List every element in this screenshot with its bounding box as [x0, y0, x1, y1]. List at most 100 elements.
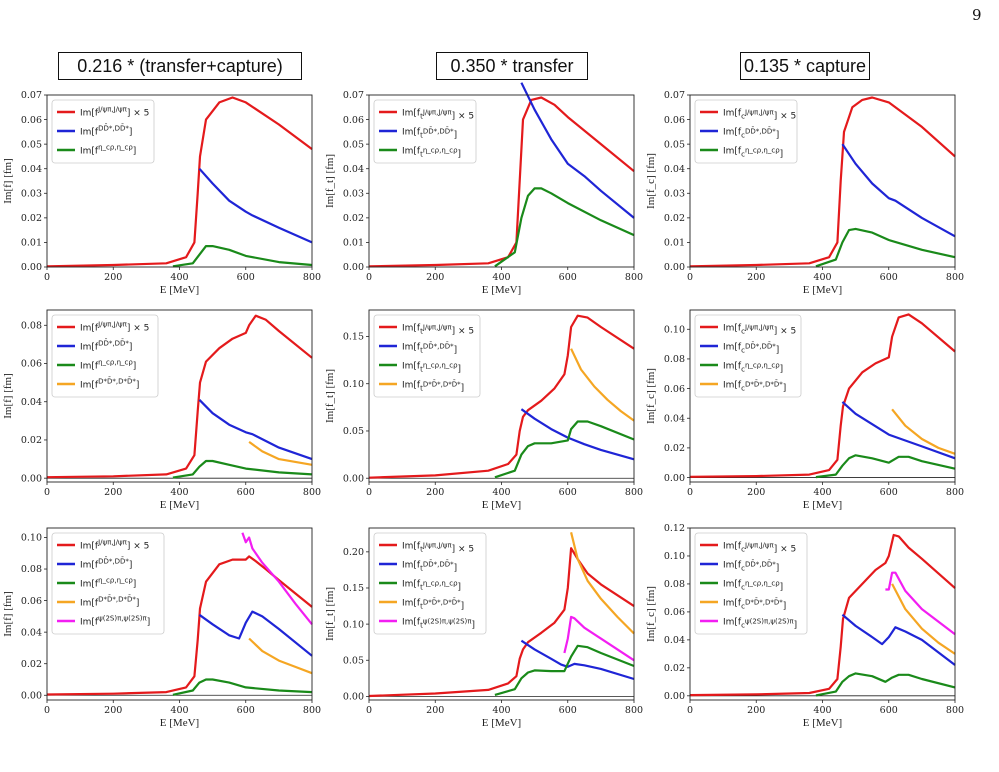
x-tick-label: 200 [104, 487, 122, 498]
series-line-red [689, 96, 956, 268]
x-tick-label: 200 [747, 487, 765, 498]
series-line-green [815, 227, 956, 268]
y-tick-label: 0.00 [21, 262, 42, 273]
legend-label: Im[fDD̄*,DD̄*] [80, 556, 132, 570]
series-line-blue [520, 408, 635, 461]
series-line-green [494, 644, 635, 696]
x-tick-label: 200 [747, 272, 765, 283]
chart-panel-9: 0 200 400 600 800 0.00 0.02 0.04 0.06 0.08 0.10 0.1… [645, 523, 964, 729]
legend-box [51, 314, 159, 398]
legend-label: Im[fη_cρ,η_cρ] [80, 144, 136, 157]
y-axis-label: Im[f_c] [fm] [645, 153, 657, 209]
y-tick-label: 0.08 [664, 354, 685, 365]
y-tick-label: 0.04 [21, 164, 42, 175]
y-tick-label: 0.02 [21, 213, 42, 224]
x-tick-label: 800 [946, 272, 964, 283]
x-tick-label: 0 [687, 487, 693, 498]
y-axis-label: Im[f_t] [fm] [324, 587, 336, 641]
x-axis-label: E [MeV] [803, 499, 842, 511]
legend-label: Im[fcη_cρ,η_cρ] [723, 147, 783, 160]
y-tick-label: 0.03 [343, 188, 364, 199]
x-tick-label: 0 [366, 705, 372, 716]
legend-label: Im[fcψ(2S)π,ψ(2S)π] [723, 618, 797, 631]
y-tick-label: 0.06 [343, 115, 364, 126]
legend-label: Im[fψ(2S)π,ψ(2S)π] [80, 615, 150, 628]
x-tick-label: 600 [559, 272, 577, 283]
y-tick-label: 0.05 [343, 139, 364, 150]
legend-label: Im[ftJ/ψπ,J/ψπ] × 5 [402, 542, 474, 555]
legend-label: Im[ftDD̄*,DD̄*] [402, 126, 457, 140]
series-line-red [689, 533, 956, 697]
legend-label: Im[fJ/ψπ,J/ψπ] × 5 [80, 321, 149, 334]
legend-box [373, 99, 477, 164]
legend-label: Im[fD*D̄*,D*D̄*] [80, 594, 139, 608]
y-tick-label: 0.06 [664, 115, 685, 126]
series-line-red [46, 96, 313, 268]
legend-label: Im[ftDD̄*,DD̄*] [402, 341, 457, 355]
legend-label: Im[fcJ/ψπ,J/ψπ] × 5 [723, 109, 796, 122]
legend-label: Im[fcD*D̄*,D*D̄*] [723, 379, 786, 393]
chart-panel-3: 0 200 400 600 800 0.00 0.01 0.02 0.03 0.04 0.05 0.0… [645, 90, 964, 296]
legend-label: Im[fD*D̄*,D*D̄*] [80, 376, 139, 390]
x-tick-label: 400 [813, 705, 831, 716]
x-tick-label: 600 [880, 272, 898, 283]
y-tick-label: 0.00 [343, 692, 364, 703]
y-tick-label: 0.00 [664, 691, 685, 702]
x-tick-label: 600 [237, 272, 255, 283]
y-tick-label: 0.00 [664, 262, 685, 273]
x-tick-label: 800 [303, 705, 321, 716]
legend-label: Im[ftη_cρ,η_cρ] [402, 580, 461, 593]
legend-label: Im[fJ/ψπ,J/ψπ] × 5 [80, 539, 149, 552]
chart-panel-1: 0 200 400 600 800 0.00 0.01 0.02 0.03 0.04 0.05 0.0… [2, 90, 321, 296]
series-line-orange [570, 532, 635, 635]
series-line-blue [198, 167, 313, 244]
series-line-orange [891, 408, 956, 455]
series-line-blue [841, 143, 956, 238]
x-tick-label: 0 [44, 272, 50, 283]
x-tick-label: 800 [625, 272, 643, 283]
y-tick-label: 0.04 [21, 627, 42, 638]
legend-label: Im[fDD̄*,DD̄*] [80, 338, 132, 352]
x-tick-label: 400 [492, 705, 510, 716]
y-tick-label: 0.06 [21, 359, 42, 370]
x-axis-label: E [MeV] [482, 717, 521, 729]
y-tick-label: 0.06 [664, 384, 685, 395]
y-tick-label: 0.05 [343, 426, 364, 437]
y-tick-label: 0.00 [21, 473, 42, 484]
series-line-red [46, 555, 313, 696]
y-axis-label: Im[f_t] [fm] [324, 154, 336, 208]
x-tick-label: 400 [170, 487, 188, 498]
y-tick-label: 0.04 [664, 413, 685, 424]
series-line-red [689, 313, 956, 478]
series-line-blue [520, 82, 635, 219]
y-tick-label: 0.05 [664, 139, 685, 150]
legend-label: Im[fJ/ψπ,J/ψπ] × 5 [80, 106, 149, 119]
y-tick-label: 0.04 [664, 635, 685, 646]
y-tick-label: 0.06 [21, 596, 42, 607]
x-tick-label: 200 [747, 705, 765, 716]
legend-box [694, 314, 802, 398]
legend-label: Im[ftψ(2S)π,ψ(2S)π] [402, 618, 475, 631]
y-axis-label: Im[f_c] [fm] [645, 368, 657, 424]
y-tick-label: 0.10 [21, 533, 42, 544]
series-line-magenta [885, 571, 956, 636]
y-tick-label: 0.15 [343, 332, 364, 343]
y-tick-label: 0.02 [343, 213, 364, 224]
x-tick-label: 200 [426, 487, 444, 498]
x-tick-label: 0 [44, 705, 50, 716]
series-line-blue [198, 399, 313, 461]
series-line-orange [248, 441, 313, 466]
legend: Im[fcJ/ψπ,J/ψπ] × 5 Im[fcDD̄*,DD̄*] Im[fcη… [694, 532, 808, 635]
y-tick-label: 0.07 [343, 90, 364, 101]
x-tick-label: 400 [492, 487, 510, 498]
x-tick-label: 200 [426, 272, 444, 283]
x-axis-label: E [MeV] [803, 284, 842, 296]
column-title-transfer-capture: 0.216 * (transfer+capture) [58, 52, 302, 80]
chart-panel-4: 0 200 400 600 800 0.00 0.02 0.04 0.06 0.08 E [MeV]… [2, 309, 321, 511]
y-tick-label: 0.10 [343, 619, 364, 630]
legend-label: Im[ftJ/ψπ,J/ψπ] × 5 [402, 324, 474, 337]
y-tick-label: 0.05 [21, 139, 42, 150]
x-tick-label: 600 [880, 487, 898, 498]
series-line-green [494, 420, 635, 479]
y-tick-label: 0.01 [664, 238, 685, 249]
